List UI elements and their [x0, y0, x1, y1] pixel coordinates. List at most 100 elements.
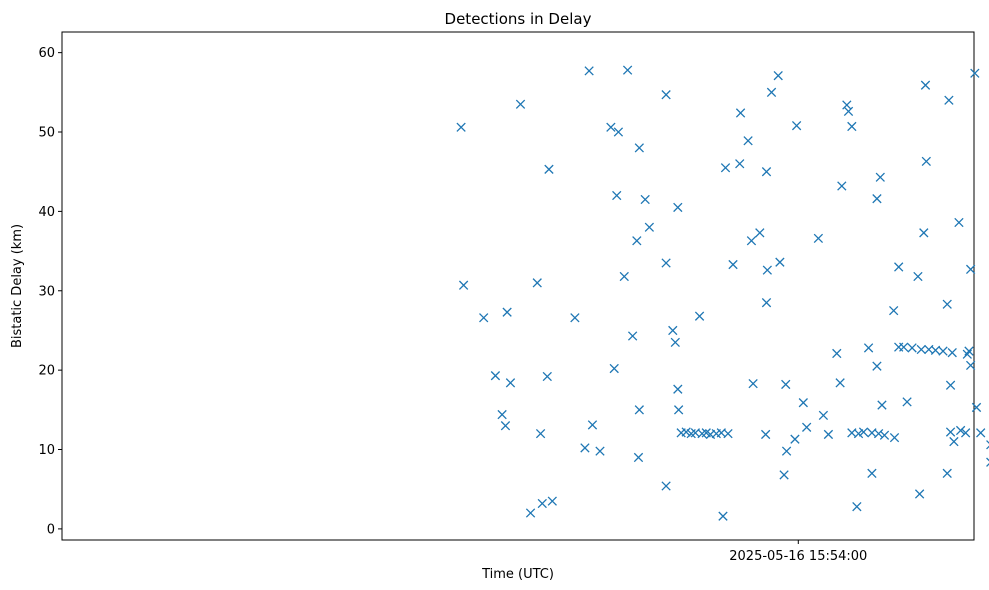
data-point — [542, 371, 552, 382]
data-point — [921, 156, 931, 167]
data-point — [761, 167, 772, 177]
data-point — [872, 194, 882, 204]
data-point — [818, 410, 829, 421]
data-point — [949, 436, 959, 447]
data-point — [899, 342, 909, 352]
data-point — [938, 346, 948, 356]
data-point — [791, 121, 802, 131]
data-point — [547, 496, 557, 506]
y-tick-label: 40 — [38, 205, 55, 220]
data-point — [735, 159, 745, 169]
data-point — [634, 405, 644, 415]
data-point — [673, 202, 683, 213]
data-point — [500, 421, 511, 431]
data-point — [644, 222, 655, 232]
data-point — [889, 305, 899, 316]
x-axis-label: Time (UTC) — [481, 567, 554, 582]
data-point — [622, 65, 633, 75]
data-point — [633, 452, 644, 463]
data-point — [964, 346, 974, 356]
data-point — [728, 259, 738, 270]
data-point — [843, 106, 854, 117]
data-point — [986, 440, 989, 450]
data-point — [570, 313, 580, 323]
data-point — [456, 122, 466, 132]
data-point — [852, 502, 862, 512]
data-point — [842, 100, 852, 110]
data-point — [837, 181, 847, 191]
data-point — [942, 468, 952, 478]
data-point — [681, 427, 691, 437]
data-point — [515, 99, 526, 109]
data-point — [505, 378, 516, 388]
data-point — [502, 307, 512, 317]
data-point — [835, 378, 845, 388]
data-point — [965, 360, 976, 371]
data-point — [872, 361, 882, 371]
data-point — [947, 348, 957, 358]
data-point — [960, 428, 971, 438]
data-point — [802, 422, 812, 432]
data-point — [853, 428, 864, 439]
data-point — [970, 68, 980, 78]
data-point — [632, 236, 642, 246]
data-point — [748, 378, 758, 389]
data-point — [673, 384, 683, 394]
data-point — [971, 402, 982, 413]
data-point — [965, 264, 976, 274]
data-point — [847, 121, 857, 132]
data-point — [670, 337, 680, 348]
data-point — [761, 429, 771, 440]
data-point — [661, 90, 671, 100]
data-point — [525, 508, 536, 518]
data-point — [761, 298, 772, 308]
data-point — [755, 228, 765, 238]
data-point — [735, 108, 746, 118]
data-point — [668, 325, 678, 336]
y-tick-label: 30 — [38, 284, 55, 299]
data-point — [609, 363, 619, 374]
data-point — [661, 481, 671, 491]
data-point — [779, 470, 789, 480]
data-point — [766, 87, 777, 97]
y-tick-label: 60 — [38, 46, 55, 61]
data-point — [930, 345, 941, 355]
data-point — [944, 95, 954, 105]
data-point — [613, 127, 624, 137]
y-tick-label: 20 — [38, 364, 55, 379]
data-point — [907, 343, 917, 353]
data-point — [954, 217, 964, 228]
data-point — [942, 299, 952, 309]
data-point — [919, 228, 929, 238]
data-point — [894, 262, 904, 272]
data-point — [544, 164, 554, 174]
data-point — [790, 434, 800, 444]
data-point — [775, 257, 785, 267]
plot-frame — [61, 31, 975, 541]
y-axis-ticks: 0 10 20 30 40 50 60 — [38, 46, 62, 537]
data-point — [612, 190, 622, 201]
data-point — [580, 443, 590, 453]
data-point — [619, 271, 629, 282]
data-point — [875, 172, 885, 182]
chart-title: Detections in Delay — [445, 10, 592, 28]
data-point — [781, 379, 791, 390]
data-point — [858, 427, 869, 437]
y-tick-label: 10 — [38, 443, 55, 458]
data-point — [863, 343, 874, 353]
data-point — [913, 271, 923, 282]
data-point — [587, 420, 598, 430]
data-point — [889, 432, 900, 443]
data-point — [497, 409, 507, 420]
data-point — [661, 258, 671, 268]
data-point — [902, 397, 912, 407]
data-point — [535, 428, 546, 439]
data-point — [798, 398, 808, 408]
data-point — [743, 136, 753, 146]
data-point — [773, 70, 783, 81]
data-point — [867, 468, 877, 478]
x-tick-label: 2025-05-16 15:54:00 — [729, 549, 867, 564]
data-point — [532, 278, 542, 288]
data-point — [595, 446, 605, 456]
data-point — [694, 311, 705, 321]
